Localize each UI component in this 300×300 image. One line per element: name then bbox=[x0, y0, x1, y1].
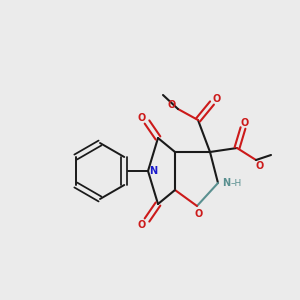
Text: –H: –H bbox=[230, 178, 242, 188]
Text: O: O bbox=[213, 94, 221, 104]
Text: O: O bbox=[256, 161, 264, 171]
Text: O: O bbox=[138, 220, 146, 230]
Text: O: O bbox=[195, 209, 203, 219]
Text: O: O bbox=[241, 118, 249, 128]
Text: N: N bbox=[149, 166, 157, 176]
Text: O: O bbox=[168, 100, 176, 110]
Text: N: N bbox=[222, 178, 230, 188]
Text: O: O bbox=[138, 113, 146, 123]
